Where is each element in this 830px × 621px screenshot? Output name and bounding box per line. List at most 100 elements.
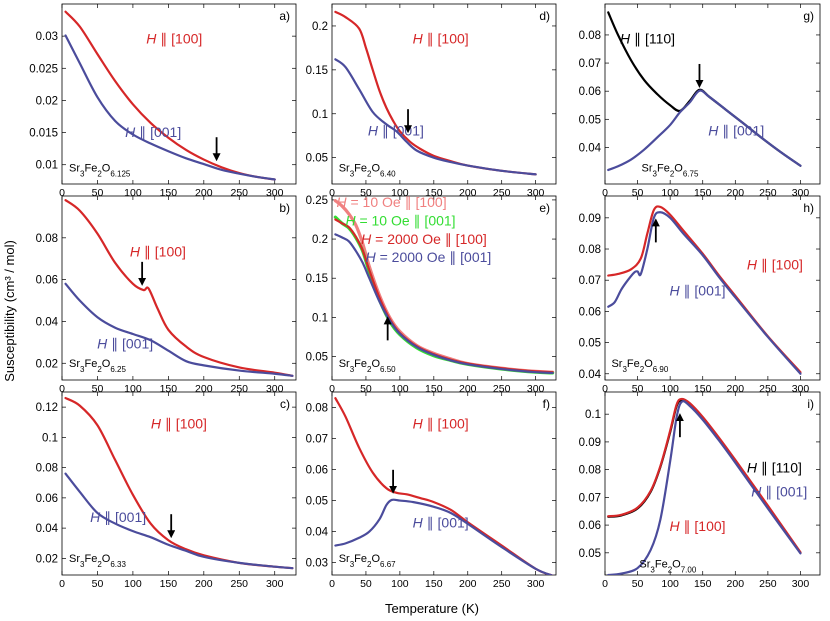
series-label: H = 10 Oe ∥ [001] [345, 212, 455, 228]
x-tick-label: 50 [360, 578, 372, 590]
y-tick-label: 0.04 [579, 369, 602, 381]
y-tick-label: 0.06 [306, 465, 328, 477]
panel-letter: g) [803, 9, 814, 23]
y-tick-label: 0.02 [36, 358, 58, 370]
series-label: H ∥ [001] [708, 122, 764, 138]
panel-letter: f) [543, 397, 550, 411]
series-line--100- [607, 397, 802, 554]
panel-frame [604, 391, 821, 576]
x-tick-label: 0 [59, 187, 65, 199]
sample-label: Sr3Fe2O6.90 [611, 358, 668, 374]
y-tick-label: 0.06 [36, 493, 58, 505]
y-tick-label: 0.05 [306, 496, 328, 508]
panel-frame [331, 3, 557, 185]
y-tick-label: 0.09 [579, 437, 601, 449]
x-tick-label: 0 [329, 578, 335, 590]
x-tick-label: 300 [792, 578, 810, 590]
series-group [607, 397, 802, 575]
series-label: H ∥ [001] [97, 336, 153, 352]
x-tick-label: 0 [602, 578, 608, 590]
x-tick-label: 250 [493, 578, 511, 590]
y-tick-label: 0.08 [579, 465, 601, 477]
y-tick-label: 0.1 [585, 409, 601, 421]
y-tick-label: 0.2 [312, 234, 328, 246]
y-tick-label: 0.03 [36, 31, 58, 43]
y-tick-label: 0.02 [36, 553, 58, 565]
series-label: H ∥ [001] [413, 514, 469, 530]
panel-frame [61, 3, 297, 185]
panel-a: 0 50 100 150 200 250 3000.010.0150.020.0250.03… [29, 3, 297, 199]
x-tick-label: 100 [124, 578, 142, 590]
y-tick-label: 0.05 [306, 153, 328, 165]
x-tick-label: 50 [360, 383, 372, 395]
y-tick-label: 0.12 [36, 402, 58, 414]
y-tick-label: 0.09 [579, 213, 601, 225]
series-group [64, 199, 294, 377]
y-tick-label: 0.01 [36, 160, 58, 172]
series-label: H ∥ [001] [751, 483, 807, 499]
x-tick-label: 150 [425, 578, 443, 590]
series-line--100- [64, 199, 294, 377]
y-tick-label: 0.15 [306, 65, 328, 77]
panel-letter: e) [539, 201, 550, 215]
panel-letter: a) [279, 9, 290, 23]
y-tick-label: 0.07 [579, 58, 601, 70]
series-label: H ∥ [001] [125, 124, 181, 140]
series-label: H = 2000 Oe ∥ [001] [366, 249, 492, 265]
sample-label: Sr3Fe2O6.125 [69, 162, 131, 178]
series-line--001- [334, 498, 554, 575]
series-line--100- [334, 397, 554, 575]
series-label: H ∥ [001] [90, 509, 146, 525]
x-tick-label: 300 [527, 578, 545, 590]
series-group [607, 205, 802, 375]
y-tick-label: 0.04 [579, 142, 602, 154]
series-label: H ∥ [100] [151, 416, 207, 432]
y-tick-label: 0.1 [42, 432, 58, 444]
y-tick-label: 0.08 [579, 244, 601, 256]
series-label: H ∥ [100] [413, 416, 469, 432]
x-tick-label: 150 [160, 578, 178, 590]
panel-frame [604, 195, 821, 381]
y-tick-label: 0.08 [36, 233, 58, 245]
y-axis-label: Susceptibility (cm³ / mol) [2, 240, 17, 382]
y-tick-label: 0.04 [36, 316, 59, 328]
panel-i: 0 50 100 150 200 250 300 0.05 0.06 0.07 0.08 0.09 0.… [579, 391, 821, 590]
x-tick-label: 50 [92, 578, 104, 590]
y-tick-label: 0.06 [579, 306, 601, 318]
x-tick-label: 0 [329, 383, 335, 395]
series-group [607, 11, 802, 172]
x-tick-label: 200 [727, 578, 745, 590]
x-tick-label: 100 [661, 578, 679, 590]
y-tick-label: 0.08 [36, 463, 58, 475]
sample-label: Sr3Fe2O6.25 [69, 358, 126, 374]
x-tick-label: 100 [391, 578, 409, 590]
x-tick-label: 50 [632, 187, 644, 199]
x-axis-label: Temperature (K) [385, 601, 479, 616]
panels-group: 0 50 100 150 200 250 300 0.01 0.015 0.02 0.025 0.03… [29, 3, 821, 590]
series-line--001- [334, 58, 537, 176]
y-tick-label: 0.08 [306, 403, 328, 415]
y-tick-label: 0.04 [306, 527, 329, 539]
panel-frame [61, 195, 297, 381]
series-label: H ∥ [100] [670, 518, 726, 534]
y-tick-label: 0.15 [306, 273, 328, 285]
x-tick-label: 50 [632, 578, 644, 590]
y-tick-label: 0.05 [579, 114, 601, 126]
series-group [333, 199, 555, 375]
y-tick-label: 0.015 [29, 128, 58, 140]
x-tick-label: 50 [360, 187, 372, 199]
sample-label: Sr3Fe2O6.75 [642, 162, 699, 178]
x-tick-label: 50 [632, 383, 644, 395]
series-group [334, 397, 554, 575]
y-tick-label: 0.06 [36, 275, 58, 287]
series-line--001- [64, 282, 294, 377]
series-group [64, 10, 276, 181]
panel-h: 0 50 100 150 200 250 3000.040.050.060.070.080.… [579, 195, 821, 395]
x-tick-label: 50 [92, 187, 104, 199]
y-tick-label: 0.05 [579, 548, 601, 560]
panel-frame [604, 3, 821, 185]
